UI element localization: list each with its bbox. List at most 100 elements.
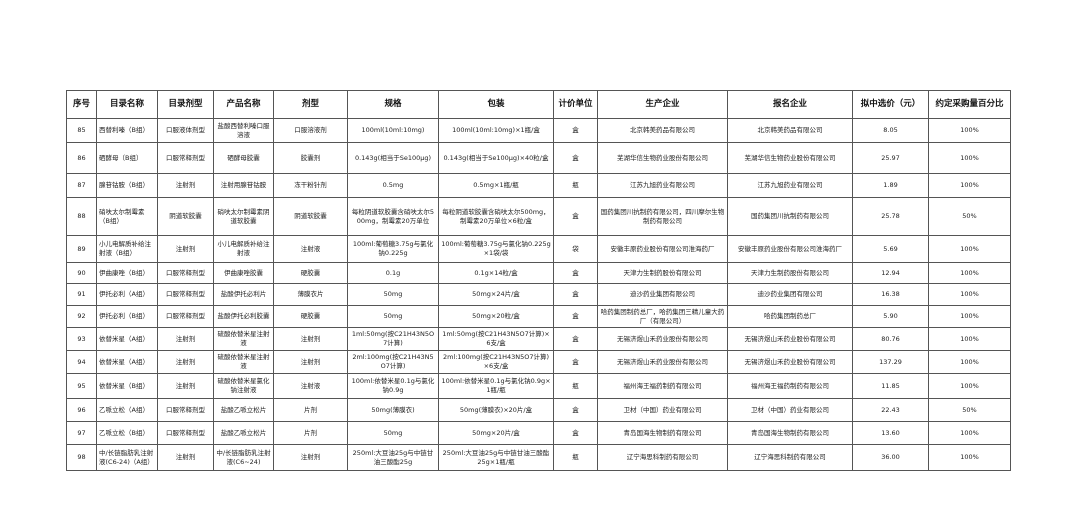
- cell-product-name: 盐酸乙哌立松片: [213, 398, 274, 422]
- cell-dosage-form: 硬胶囊: [273, 262, 348, 284]
- cell-unit: 盒: [553, 142, 598, 174]
- cell-price: 80.76: [852, 327, 929, 351]
- cell-seq: 90: [66, 262, 97, 284]
- cell-catalog-form: 口服液体剂型: [157, 118, 214, 143]
- cell-catalog-name: 硝呋太尔制霉素（B组）: [96, 197, 158, 236]
- cell-dosage-form: 薄膜衣片: [273, 283, 348, 306]
- cell-manufacturer: 芜湖华信生物药业股份有限公司: [597, 142, 728, 174]
- cell-dosage-form: 片剂: [273, 398, 348, 422]
- cell-product-name: 盐酸伊托必利胶囊: [213, 305, 274, 328]
- cell-spec: 50mg: [347, 421, 439, 445]
- cell-applicant: 无锡济煜山禾药业股份有限公司: [727, 350, 853, 374]
- cell-applicant: 迪沙药业集团有限公司: [727, 283, 853, 306]
- cell-package: 50mg×20片/盒: [438, 421, 554, 445]
- cell-manufacturer: 青岛国海生物制药有限公司: [597, 421, 728, 445]
- cell-seq: 91: [66, 283, 97, 306]
- cell-spec: 0.143g(相当于Se100μg): [347, 142, 439, 174]
- cell-spec: 2ml:100mg(按C21H43N5O7计算): [347, 350, 439, 374]
- cell-dosage-form: 硬胶囊: [273, 305, 348, 328]
- cell-spec: 100ml(10ml:10mg): [347, 118, 439, 143]
- cell-catalog-name: 依替米星（A组）: [96, 350, 158, 374]
- cell-catalog-form: 注射剂: [157, 235, 214, 263]
- cell-applicant: 卫材（中国）药业有限公司: [727, 398, 853, 422]
- cell-package: 0.143g(相当于Se100μg)×40粒/盒: [438, 142, 554, 174]
- cell-manufacturer: 无锡济煜山禾药业股份有限公司: [597, 327, 728, 351]
- cell-seq: 95: [66, 373, 97, 399]
- cell-unit: 盒: [553, 398, 598, 422]
- cell-product-name: 小儿电解质补给注射液: [213, 235, 274, 263]
- cell-price: 5.69: [852, 235, 929, 263]
- table-row: 85 西替利嗪（B组） 口服液体剂型 盐酸西替利嗪口服溶液 口服溶液剂 100ml(10m…: [66, 118, 1011, 143]
- cell-manufacturer: 安徽丰原药业股份有限公司淮海药厂: [597, 235, 728, 263]
- cell-volume-percent: 100%: [928, 173, 1011, 198]
- cell-spec: 0.1g: [347, 262, 439, 284]
- cell-seq: 93: [66, 327, 97, 351]
- cell-package: 100ml(10ml:10mg)×1瓶/盒: [438, 118, 554, 143]
- header-unit: 计价单位: [553, 90, 598, 119]
- cell-catalog-name: 伊托必利（B组）: [96, 305, 158, 328]
- cell-manufacturer: 迪沙药业集团有限公司: [597, 283, 728, 306]
- cell-spec: 1ml:50mg(按C21H43N5O7计算): [347, 327, 439, 351]
- cell-catalog-form: 注射剂: [157, 444, 214, 471]
- table-row: 97 乙哌立松（B组） 口服常释剂型 盐酸乙哌立松片 片剂 50mg 50mg×20片/盒盒…: [66, 421, 1011, 445]
- cell-volume-percent: 100%: [928, 327, 1011, 351]
- cell-dosage-form: 口服溶液剂: [273, 118, 348, 143]
- table-row: 86 硒酵母（B组） 口服常释剂型 硒酵母胶囊 胶囊剂 0.143g(相当于Se100μg…: [66, 142, 1011, 174]
- table-row: 98 中/长链脂肪乳注射液(C6-24)（A组） 注射剂 中/长链脂肪乳注射液(C6~…: [66, 444, 1011, 471]
- cell-applicant: 北京韩美药品有限公司: [727, 118, 853, 143]
- cell-product-name: 硫酸依替米星氯化钠注射液: [213, 373, 274, 399]
- cell-package: 每粒阴道软胶囊含硝呋太尔500mg，制霉素20万单位×6粒/盒: [438, 197, 554, 236]
- cell-applicant: 国药集团川抗制药有限公司: [727, 197, 853, 236]
- table-row: 93 依替米星（A组） 注射剂 硫酸依替米星注射液 注射剂 1ml:50mg(按C21H4…: [66, 327, 1011, 351]
- cell-seq: 88: [66, 197, 97, 236]
- cell-package: 50mg×20粒/盒: [438, 305, 554, 328]
- table-row: 95 依替米星（B组） 注射剂 硫酸依替米星氯化钠注射液 注射液 100ml:依替米星0.…: [66, 373, 1011, 399]
- cell-catalog-name: 伊曲康唑（B组）: [96, 262, 158, 284]
- cell-package: 50mg×24片/盒: [438, 283, 554, 306]
- cell-volume-percent: 50%: [928, 398, 1011, 422]
- cell-spec: 50mg(薄膜衣): [347, 398, 439, 422]
- cell-volume-percent: 100%: [928, 305, 1011, 328]
- table-row: 87 腺苷钴胺（B组） 注射剂 注射用腺苷钴胺 冻干粉针剂 0.5mg 0.5mg×1瓶/瓶…: [66, 173, 1011, 198]
- cell-spec: 250ml:大豆油25g与中链甘油三酸酯25g: [347, 444, 439, 471]
- cell-applicant: 青岛国海生物制药有限公司: [727, 421, 853, 445]
- cell-price: 16.38: [852, 283, 929, 306]
- cell-seq: 97: [66, 421, 97, 445]
- header-package: 包装: [438, 90, 554, 119]
- cell-dosage-form: 注射剂: [273, 444, 348, 471]
- cell-catalog-name: 小儿电解质补给注射液（B组）: [96, 235, 158, 263]
- header-catalog-name: 目录名称: [96, 90, 158, 119]
- cell-dosage-form: 片剂: [273, 421, 348, 445]
- cell-catalog-form: 口服常释剂型: [157, 142, 214, 174]
- header-dosage-form: 剂型: [273, 90, 348, 119]
- cell-spec: 50mg: [347, 305, 439, 328]
- header-volume-percent: 约定采购量百分比: [928, 90, 1011, 119]
- cell-price: 8.05: [852, 118, 929, 143]
- cell-seq: 89: [66, 235, 97, 263]
- cell-volume-percent: 100%: [928, 373, 1011, 399]
- cell-unit: 瓶: [553, 444, 598, 471]
- cell-product-name: 硫酸依替米星注射液: [213, 350, 274, 374]
- cell-dosage-form: 注射液: [273, 373, 348, 399]
- header-price: 拟中选价（元）: [852, 90, 929, 119]
- cell-catalog-form: 注射剂: [157, 327, 214, 351]
- cell-applicant: 福州海王福药制药有限公司: [727, 373, 853, 399]
- table-row: 92 伊托必利（B组） 口服常释剂型 盐酸伊托必利胶囊 硬胶囊 50mg 50mg×20粒/…: [66, 305, 1011, 328]
- cell-catalog-form: 注射剂: [157, 173, 214, 198]
- cell-dosage-form: 胶囊剂: [273, 142, 348, 174]
- cell-seq: 92: [66, 305, 97, 328]
- cell-package: 2ml:100mg(按C21H43N5O7计算)×6支/盒: [438, 350, 554, 374]
- cell-unit: 瓶: [553, 173, 598, 198]
- drug-price-table: 序号 目录名称 目录剂型 产品名称 剂型 规格 包装 计价单位 生产企业 报名企业 拟中选价（元）约…: [66, 90, 1011, 471]
- cell-unit: 盒: [553, 197, 598, 236]
- cell-price: 36.00: [852, 444, 929, 471]
- cell-manufacturer: 天津力生制药股份有限公司: [597, 262, 728, 284]
- cell-spec: 每粒阴道软胶囊含硝呋太尔500mg，制霉素20万单位: [347, 197, 439, 236]
- cell-seq: 86: [66, 142, 97, 174]
- cell-catalog-name: 硒酵母（B组）: [96, 142, 158, 174]
- cell-price: 11.85: [852, 373, 929, 399]
- cell-spec: 100ml:依替米星0.1g与氯化钠0.9g: [347, 373, 439, 399]
- cell-seq: 98: [66, 444, 97, 471]
- cell-volume-percent: 100%: [928, 283, 1011, 306]
- cell-spec: 100ml:葡萄糖3.75g与氯化钠0.225g: [347, 235, 439, 263]
